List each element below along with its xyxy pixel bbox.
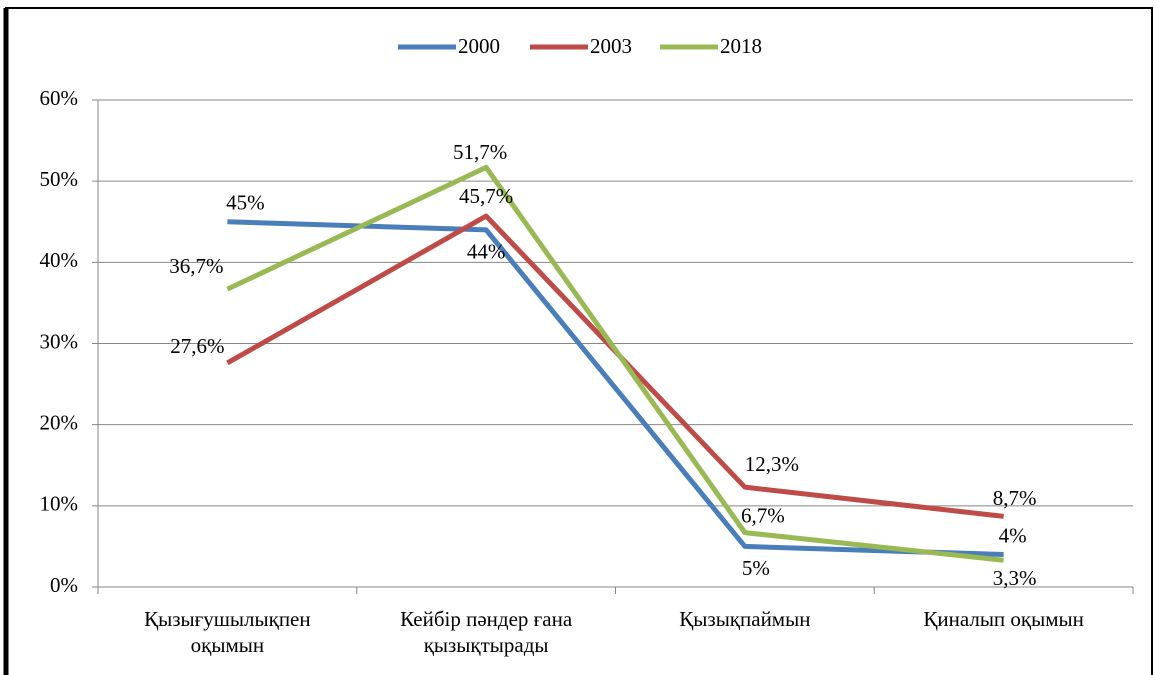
- data-label: 8,7%: [993, 486, 1037, 510]
- x-tick-label: Кейбір пәндер ғана қызықтырады: [400, 607, 573, 657]
- data-label: 3,3%: [993, 566, 1037, 590]
- data-label: 45,7%: [459, 184, 513, 208]
- series-line: [226, 213, 1004, 519]
- data-label: 27,6%: [170, 334, 224, 358]
- data-label: 6,7%: [741, 503, 785, 527]
- y-tick-label: 0%: [50, 573, 78, 597]
- y-tick-label: 50%: [40, 167, 79, 191]
- data-label: 36,7%: [169, 254, 223, 278]
- legend-label: 2003: [590, 34, 632, 58]
- x-tick-label: Қиналып оқымын: [923, 607, 1084, 631]
- data-label: 4%: [999, 523, 1027, 547]
- data-label: 5%: [742, 556, 770, 580]
- y-tick-label: 30%: [40, 329, 79, 353]
- x-tick-label: Қызығушылықпен оқымын: [144, 607, 311, 657]
- data-label: 12,3%: [745, 452, 799, 476]
- y-tick-label: 60%: [40, 86, 79, 110]
- y-tick-label: 10%: [40, 492, 79, 516]
- y-tick-label: 40%: [40, 248, 79, 272]
- legend-label: 2000: [458, 34, 500, 58]
- data-label: 51,7%: [453, 140, 507, 164]
- data-label: 45%: [226, 191, 265, 215]
- series-line: [226, 164, 1004, 563]
- data-label: 44%: [467, 240, 506, 264]
- x-tick-label: Қызықпаймын: [679, 607, 811, 631]
- y-tick-label: 20%: [40, 410, 79, 434]
- legend-label: 2018: [720, 34, 762, 58]
